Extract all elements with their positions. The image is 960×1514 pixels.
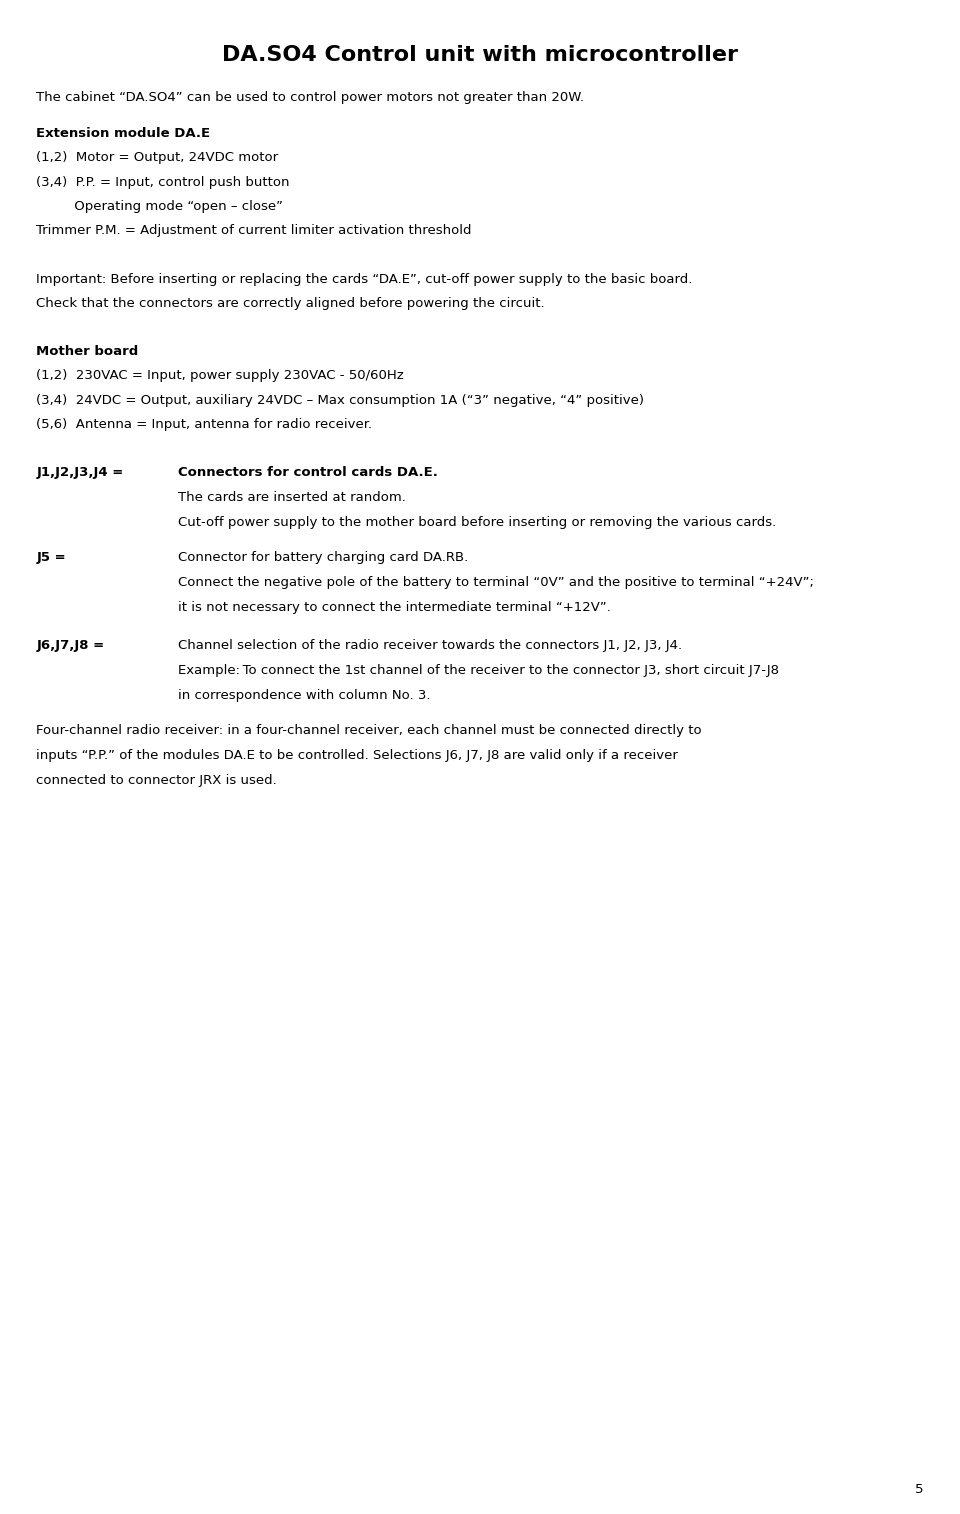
Text: 5: 5 xyxy=(915,1482,924,1496)
Text: connected to connector JRX is used.: connected to connector JRX is used. xyxy=(36,774,277,787)
Text: The cards are inserted at random.: The cards are inserted at random. xyxy=(178,491,405,504)
Text: (3,4)  P.P. = Input, control push button: (3,4) P.P. = Input, control push button xyxy=(36,176,290,189)
Text: The cabinet “DA.SO4” can be used to control power motors not greater than 20W.: The cabinet “DA.SO4” can be used to cont… xyxy=(36,91,585,104)
Text: Connect the negative pole of the battery to terminal “0V” and the positive to te: Connect the negative pole of the battery… xyxy=(178,575,813,589)
Text: Mother board: Mother board xyxy=(36,345,139,359)
Text: Extension module DA.E: Extension module DA.E xyxy=(36,127,210,141)
Text: Example: To connect the 1st channel of the receiver to the connector J3, short c: Example: To connect the 1st channel of t… xyxy=(178,663,779,677)
Text: (3,4)  24VDC = Output, auxiliary 24VDC – Max consumption 1A (“3” negative, “4” p: (3,4) 24VDC = Output, auxiliary 24VDC – … xyxy=(36,394,644,407)
Text: (1,2)  230VAC = Input, power supply 230VAC - 50/60Hz: (1,2) 230VAC = Input, power supply 230VA… xyxy=(36,369,404,383)
Text: (1,2)  Motor = Output, 24VDC motor: (1,2) Motor = Output, 24VDC motor xyxy=(36,151,278,165)
Text: Cut-off power supply to the mother board before inserting or removing the variou: Cut-off power supply to the mother board… xyxy=(178,516,776,530)
Text: Connectors for control cards DA.E.: Connectors for control cards DA.E. xyxy=(178,466,438,480)
Text: in correspondence with column No. 3.: in correspondence with column No. 3. xyxy=(178,689,430,702)
Text: J6,J7,J8 =: J6,J7,J8 = xyxy=(36,639,105,653)
Text: DA.SO4 Control unit with microcontroller: DA.SO4 Control unit with microcontroller xyxy=(222,45,738,65)
Text: J5 =: J5 = xyxy=(36,551,66,565)
Text: Important: Before inserting or replacing the cards “DA.E”, cut-off power supply : Important: Before inserting or replacing… xyxy=(36,273,693,286)
Text: it is not necessary to connect the intermediate terminal “+12V”.: it is not necessary to connect the inter… xyxy=(178,601,611,615)
Text: Four-channel radio receiver: in a four-channel receiver, each channel must be co: Four-channel radio receiver: in a four-c… xyxy=(36,724,702,737)
Text: Connector for battery charging card DA.RB.: Connector for battery charging card DA.R… xyxy=(178,551,468,565)
Text: (5,6)  Antenna = Input, antenna for radio receiver.: (5,6) Antenna = Input, antenna for radio… xyxy=(36,418,372,431)
Text: Check that the connectors are correctly aligned before powering the circuit.: Check that the connectors are correctly … xyxy=(36,297,545,310)
Text: Trimmer P.M. = Adjustment of current limiter activation threshold: Trimmer P.M. = Adjustment of current lim… xyxy=(36,224,472,238)
Text: J1,J2,J3,J4 =: J1,J2,J3,J4 = xyxy=(36,466,124,480)
Text: Operating mode “open – close”: Operating mode “open – close” xyxy=(36,200,283,213)
Text: Channel selection of the radio receiver towards the connectors J1, J2, J3, J4.: Channel selection of the radio receiver … xyxy=(178,639,682,653)
Text: inputs “P.P.” of the modules DA.E to be controlled. Selections J6, J7, J8 are va: inputs “P.P.” of the modules DA.E to be … xyxy=(36,748,679,762)
